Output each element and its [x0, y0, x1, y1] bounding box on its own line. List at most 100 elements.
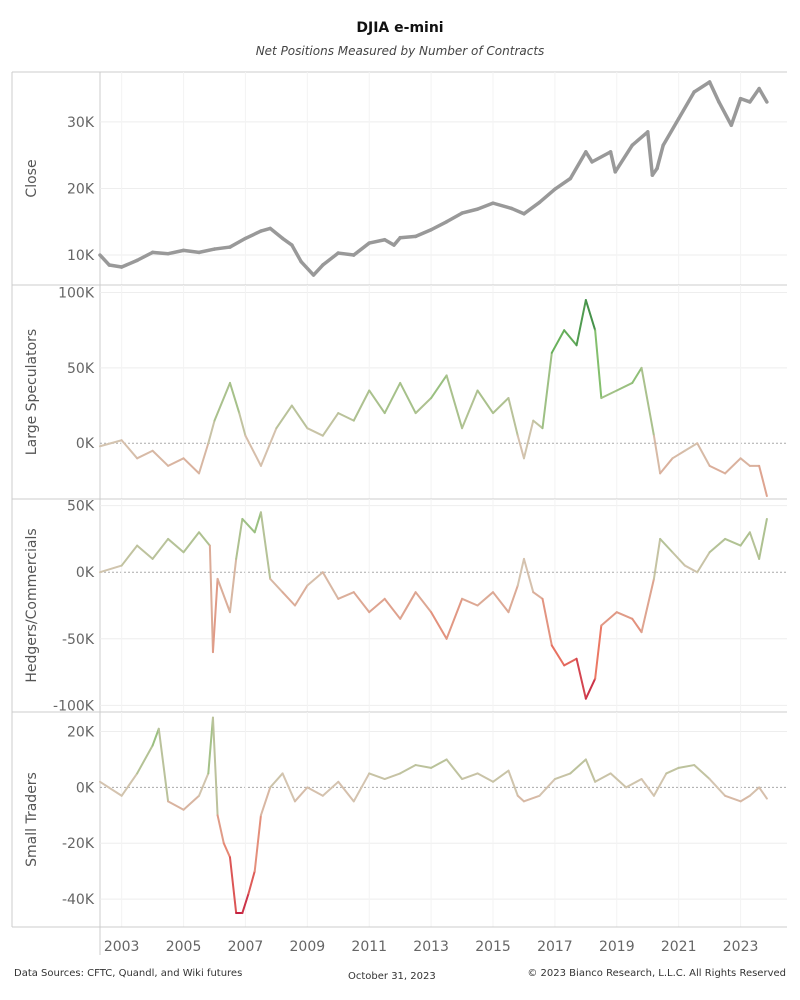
series-segment [216, 577, 231, 614]
y-axis-title: Close [24, 159, 40, 197]
series-segment [413, 228, 433, 239]
series-segment [167, 537, 185, 554]
series-segment [197, 247, 217, 255]
series-segment [563, 329, 578, 347]
series-segment [120, 439, 139, 460]
series-segment [600, 611, 618, 627]
series-segment [522, 794, 541, 803]
series-segment [107, 263, 124, 269]
ytick-label: 50K [67, 361, 95, 377]
series-segment [492, 591, 510, 614]
series-segment [507, 397, 519, 437]
series-segment [460, 207, 480, 215]
series-segment [352, 772, 371, 803]
series-segment [136, 449, 154, 460]
series-segment [476, 389, 495, 415]
series-segment [167, 800, 185, 811]
series-segment [430, 611, 448, 640]
series-segment [532, 419, 544, 430]
footer-date: October 31, 2023 [348, 971, 436, 982]
series-segment [553, 176, 573, 191]
y-axis-title: Large Speculators [24, 329, 40, 455]
series-segment [414, 397, 433, 415]
series-segment [659, 457, 674, 475]
series-segment [492, 769, 510, 783]
xtick-label: 2003 [104, 939, 140, 955]
series-segment [259, 786, 272, 817]
series-segment [414, 591, 433, 614]
series-segment [398, 234, 418, 240]
series-segment [575, 299, 587, 347]
series-segment [550, 644, 566, 667]
series-segment [207, 419, 216, 445]
series-segment [430, 374, 448, 400]
series-segment [198, 531, 211, 547]
series-segment [594, 329, 603, 400]
series-segment [594, 624, 603, 680]
series-segment [655, 143, 665, 171]
series-segment [640, 778, 655, 797]
series-segment [758, 464, 768, 497]
series-segment [522, 419, 535, 460]
series-segment [241, 517, 256, 534]
series-segment [645, 130, 655, 177]
chart-title: DJIA e-mini [356, 20, 444, 36]
series-segment [253, 511, 262, 534]
series-segment [758, 786, 768, 800]
series-segment [222, 842, 231, 859]
series-segment [268, 226, 285, 241]
series-segment [98, 253, 112, 267]
footer-sources: Data Sources: CFTC, Quandl, and Wiki fut… [14, 968, 243, 979]
series-segment [336, 251, 356, 257]
series-segment [507, 584, 519, 614]
series-segment [151, 537, 170, 560]
series-segment [281, 591, 296, 607]
series-segment [269, 772, 284, 789]
series-segment [99, 780, 123, 797]
series-segment [293, 584, 309, 607]
series-segment [244, 434, 262, 467]
ytick-label: 100K [58, 286, 95, 302]
series-segment [259, 511, 272, 580]
ytick-label: 0K [76, 436, 95, 452]
series-segment [367, 237, 387, 245]
series-segment [414, 764, 433, 769]
series-segment [683, 564, 699, 574]
series-segment [461, 772, 479, 781]
series-segment [659, 537, 674, 554]
series-segment [281, 772, 296, 803]
series-segment [399, 381, 417, 415]
series-segment [182, 794, 201, 811]
y-axis-title: Small Traders [24, 772, 40, 867]
series-segment [758, 517, 768, 560]
series-segment [693, 764, 711, 781]
series-segment [290, 243, 303, 264]
panel-hedgers: -100K -50K 0K 50K Hedgers/Commercials [12, 498, 787, 714]
series-segment [538, 778, 556, 797]
series-segment [509, 206, 526, 216]
series-segment [383, 381, 402, 415]
series-segment [119, 258, 139, 269]
series-segment [321, 780, 340, 797]
series-segment [631, 617, 643, 634]
series-segment [182, 457, 201, 475]
series-segment [615, 611, 634, 620]
series-segment [399, 591, 417, 620]
ytick-label: 30K [67, 115, 95, 131]
xtick-label: 2019 [599, 939, 635, 955]
series-segment [399, 764, 417, 775]
series-segment [238, 412, 247, 437]
series-segment [337, 591, 355, 600]
series-segment [275, 404, 293, 430]
xtick-label: 2009 [290, 939, 326, 955]
series-segment [724, 457, 742, 475]
series-segment [707, 80, 721, 104]
series-segment [568, 150, 588, 181]
ytick-label: -50K [62, 632, 95, 648]
series-segment [198, 442, 210, 475]
series-segment [630, 130, 650, 147]
series-segment [445, 597, 464, 640]
series-segment [739, 531, 751, 547]
xtick-label: 2015 [475, 939, 511, 955]
series-segment [594, 772, 612, 783]
